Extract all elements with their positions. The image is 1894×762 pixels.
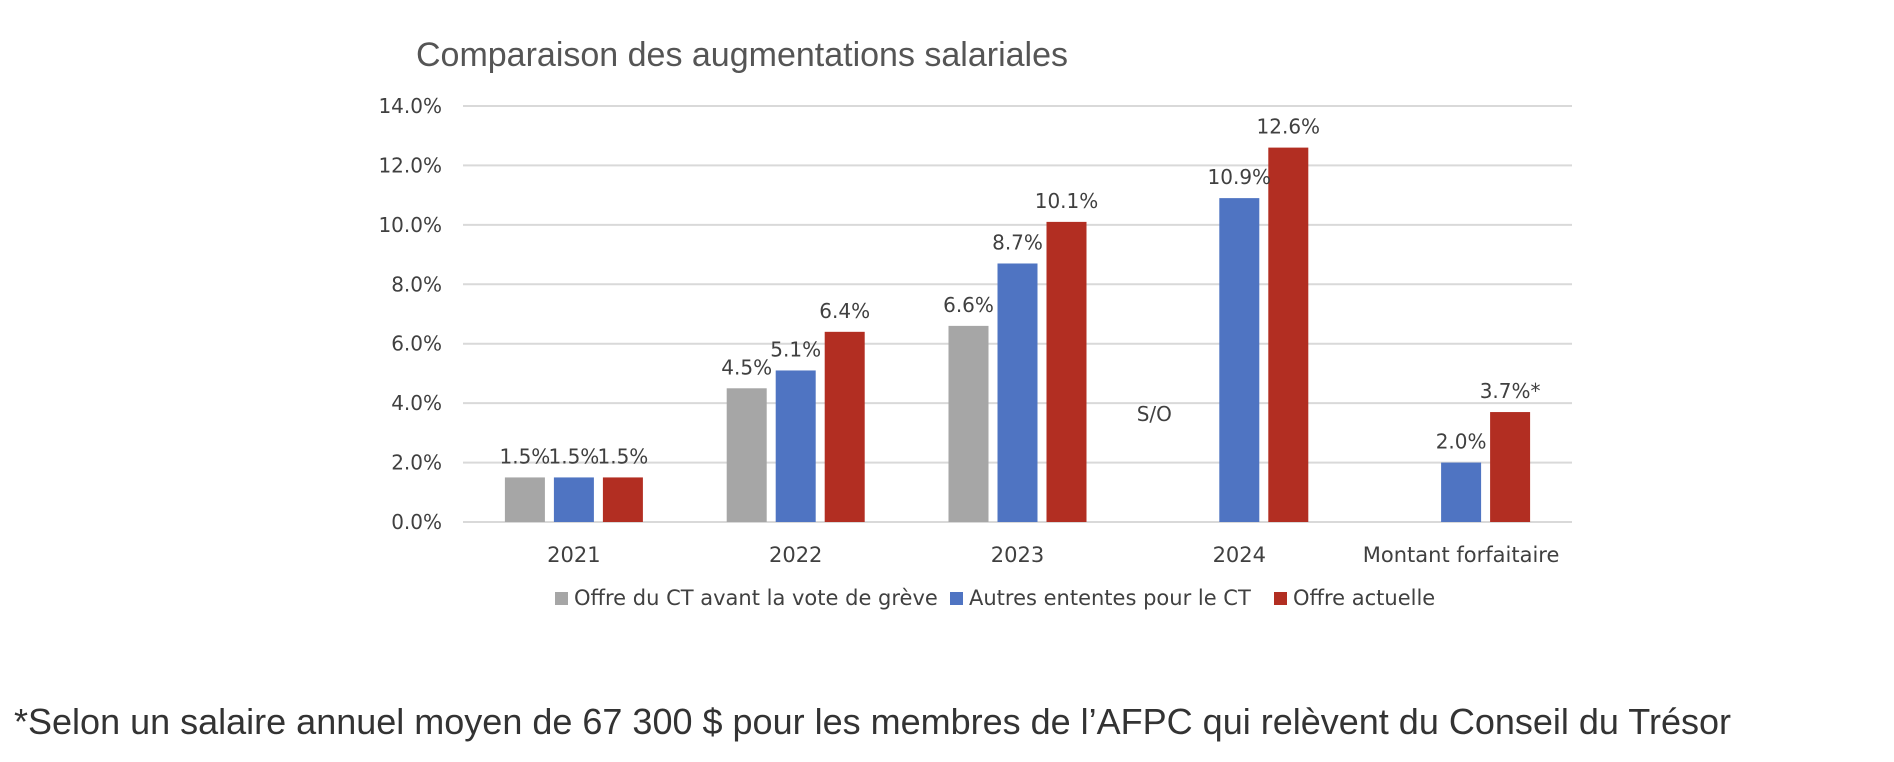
y-tick-label: 2.0% [391,451,442,475]
x-category-label: Montant forfaitaire [1363,543,1560,567]
data-label: 10.9% [1208,165,1272,189]
bar-offre-actuelle-2023 [1046,221,1087,522]
data-label: 1.5% [548,444,599,468]
legend-label: Offre du CT avant la vote de grève [574,586,938,610]
x-category-label: 2021 [547,543,600,567]
y-tick-label: 14.0% [378,94,442,118]
y-tick-label: 4.0% [391,391,442,415]
bar-offre-actuelle-2021 [602,477,643,522]
data-label: 4.5% [721,355,772,379]
legend: Offre du CT avant la vote de grève Autres… [555,586,1435,610]
legend-swatch [555,592,568,605]
data-label: 1.5% [499,444,550,468]
data-label: 6.6% [943,293,994,317]
data-label: 1.5% [597,444,648,468]
x-category-label: 2022 [769,543,822,567]
data-label: 12.6% [1257,115,1321,139]
bar-autres-ententes-pour-le-ct-2024 [1219,198,1260,522]
data-label: 10.1% [1035,189,1099,213]
bar-offre-actuelle-2024 [1268,147,1309,522]
footnote: *Selon un salaire annuel moyen de 67 300… [14,701,1731,742]
data-label: 5.1% [770,337,821,361]
bar-autres-ententes-pour-le-ct-2023 [997,263,1038,522]
data-label: 6.4% [819,299,870,323]
legend-swatch [1274,592,1287,605]
bar-autres-ententes-pour-le-ct-2021 [553,477,594,522]
y-tick-label: 0.0% [391,510,442,534]
x-category-label: 2023 [991,543,1044,567]
chart-title: Comparaison des augmentations salariales [416,36,1068,74]
x-axis-categories: 2021 2022 2023 2024 Montant forfaitaire [547,543,1559,567]
bar-autres-ententes-pour-le-ct-montant-forfaitaire [1441,462,1482,522]
data-label: 2.0% [1436,430,1487,454]
bar-offre-du-ct-avant-la-vote-de-gr-ve-2022 [726,388,767,522]
x-category-label: 2024 [1213,543,1266,567]
data-label-not-applicable: S/O [1137,402,1172,426]
bar-offre-du-ct-avant-la-vote-de-gr-ve-2021 [504,477,545,522]
legend-label: Autres ententes pour le CT [969,586,1251,610]
bars [504,147,1531,522]
data-labels: 1.5%1.5%1.5%4.5%5.1%6.4% 6.6%8.7%10.1%S/O… [499,115,1540,469]
bar-offre-actuelle-montant-forfaitaire [1490,412,1531,522]
bar-offre-du-ct-avant-la-vote-de-gr-ve-2023 [948,325,989,522]
legend-label: Offre actuelle [1293,586,1435,610]
data-label: 3.7%* [1480,379,1541,403]
y-tick-label: 8.0% [391,272,442,296]
y-tick-label: 6.0% [391,332,442,356]
bar-autres-ententes-pour-le-ct-2022 [775,370,816,522]
legend-swatch [950,592,963,605]
y-axis-ticks: 0.0% 2.0% 4.0% 6.0% 8.0% 10.0% 12.0% 14.0% [378,94,442,534]
y-tick-label: 10.0% [378,213,442,237]
data-label: 8.7% [992,230,1043,254]
bar-offre-actuelle-2022 [824,331,865,522]
y-tick-label: 12.0% [378,153,442,177]
